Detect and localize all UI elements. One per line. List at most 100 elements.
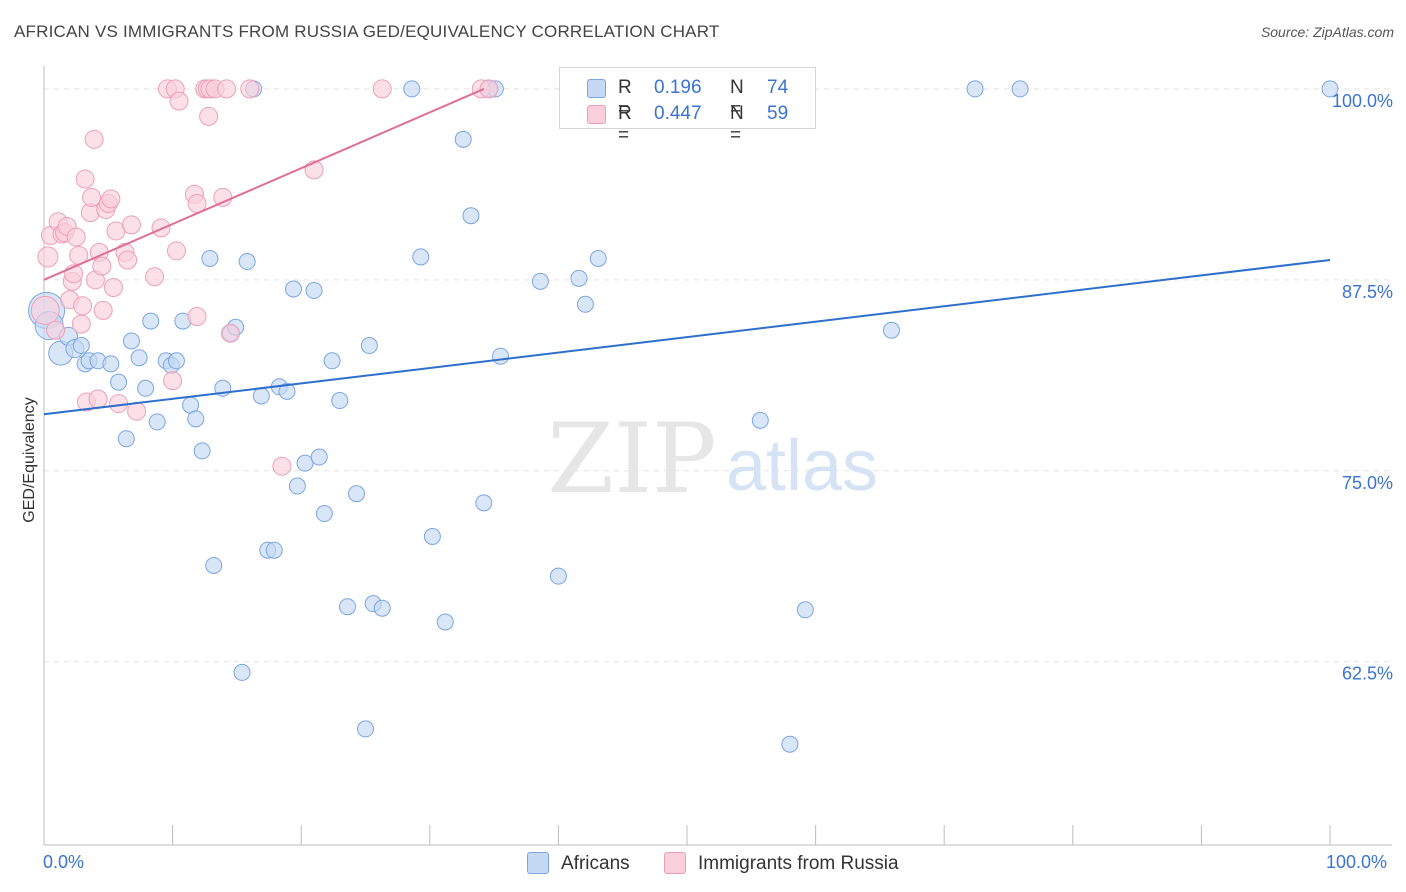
y-tick-labels: 100.0% 87.5% 75.0% 62.5% bbox=[1332, 91, 1393, 684]
africans-point bbox=[315, 505, 333, 523]
series-russia bbox=[30, 79, 499, 476]
chart-title: AFRICAN VS IMMIGRANTS FROM RUSSIA GED/EQ… bbox=[14, 22, 720, 41]
africans-point bbox=[781, 735, 799, 753]
russia-point bbox=[199, 106, 219, 126]
africans-point bbox=[492, 347, 510, 365]
africans-point bbox=[137, 379, 155, 397]
africans-point bbox=[475, 494, 493, 512]
africans-point bbox=[436, 613, 454, 631]
africans-point bbox=[454, 130, 472, 148]
russia-r-label: R = bbox=[618, 103, 632, 146]
russia-point bbox=[145, 267, 165, 287]
y-tick-label: 100.0% bbox=[1332, 91, 1393, 111]
y-tick-label: 75.0% bbox=[1342, 473, 1393, 493]
africans-point bbox=[142, 312, 160, 330]
africans-point bbox=[187, 410, 205, 428]
africans-r-value: 0.196 bbox=[654, 77, 702, 98]
africans-n-label: N = bbox=[730, 77, 744, 120]
russia-point bbox=[82, 187, 102, 207]
source-credit: Source: ZipAtlas.com bbox=[1260, 24, 1394, 40]
africans-point bbox=[201, 249, 219, 267]
africans-point bbox=[205, 556, 223, 574]
y-tick-label: 62.5% bbox=[1342, 664, 1393, 684]
africans-point bbox=[403, 80, 421, 98]
africans-point bbox=[1011, 80, 1029, 98]
africans-point bbox=[238, 253, 256, 271]
africans-point bbox=[531, 272, 549, 290]
africans-point bbox=[296, 454, 314, 472]
y-tick-label: 87.5% bbox=[1342, 282, 1393, 302]
africans-point bbox=[423, 527, 441, 545]
russia-point bbox=[101, 189, 121, 209]
russia-point bbox=[84, 129, 104, 149]
russia-point bbox=[166, 241, 186, 261]
africans-point bbox=[338, 598, 356, 616]
russia-point bbox=[217, 79, 237, 99]
africans-point bbox=[882, 321, 900, 339]
africans-point bbox=[331, 392, 349, 410]
africans-point bbox=[966, 80, 984, 98]
africans-point bbox=[122, 332, 140, 350]
russia-point bbox=[92, 256, 112, 276]
africans-point bbox=[373, 599, 391, 617]
africans-point bbox=[252, 387, 270, 405]
africans-trend-line bbox=[43, 258, 1331, 416]
africans-point bbox=[148, 413, 166, 431]
africans-point bbox=[462, 207, 480, 225]
russia-n-value: 59 bbox=[767, 103, 789, 124]
russia-point bbox=[220, 323, 240, 343]
russia-point bbox=[73, 296, 93, 316]
africans-point bbox=[130, 349, 148, 367]
russia-point bbox=[71, 314, 91, 334]
africans-point bbox=[323, 352, 341, 370]
russia-point bbox=[37, 246, 59, 268]
africans-point bbox=[570, 269, 588, 287]
africans-point bbox=[233, 663, 251, 681]
russia-point bbox=[169, 91, 189, 111]
russia-point bbox=[30, 295, 60, 325]
watermark-zip: ZIP bbox=[547, 403, 716, 515]
russia-point bbox=[187, 307, 207, 327]
correlation-legend: R = 0.196 N = 74 R = 0.447 N = 59 bbox=[559, 67, 816, 146]
trend-lines bbox=[43, 87, 1331, 416]
africans-point bbox=[751, 411, 769, 429]
africans-point bbox=[110, 373, 128, 391]
russia-point bbox=[103, 277, 123, 297]
russia-point bbox=[163, 371, 183, 391]
russia-point bbox=[66, 227, 86, 247]
africans-point bbox=[72, 337, 90, 355]
watermark: ZIP atlas bbox=[547, 403, 878, 515]
watermark-atlas: atlas bbox=[726, 426, 878, 506]
africans-point bbox=[167, 352, 185, 370]
russia-point bbox=[88, 389, 108, 409]
africans-point bbox=[360, 337, 378, 355]
africans-point bbox=[796, 601, 814, 619]
africans-point bbox=[589, 249, 607, 267]
africans-point bbox=[357, 720, 374, 738]
africans-point bbox=[265, 541, 283, 559]
africans-point bbox=[288, 477, 306, 495]
gridlines bbox=[44, 88, 1392, 663]
x-tick-label-max: 100.0% bbox=[1326, 852, 1388, 872]
russia-trend-line bbox=[43, 87, 485, 281]
africans-point bbox=[193, 442, 211, 460]
russia-point bbox=[151, 218, 171, 238]
x-tick-label-min: 0.0% bbox=[43, 852, 85, 872]
russia-point bbox=[46, 320, 66, 340]
russia-point bbox=[118, 250, 138, 270]
africans-point bbox=[102, 355, 120, 373]
bottom-legend-africans-swatch bbox=[527, 852, 549, 874]
africans-point bbox=[305, 282, 323, 300]
africans-point bbox=[117, 430, 135, 448]
africans-point bbox=[347, 485, 365, 503]
russia-point bbox=[272, 456, 292, 476]
bottom-legend-russia-swatch bbox=[664, 852, 686, 874]
bottom-legend-russia-label: Immigrants from Russia bbox=[698, 853, 899, 874]
russia-point bbox=[213, 187, 233, 207]
africans-r-label: R = bbox=[618, 77, 632, 120]
axes bbox=[43, 66, 1392, 846]
russia-n-label: N = bbox=[730, 103, 744, 146]
africans-point bbox=[549, 567, 567, 585]
africans-n-value: 74 bbox=[767, 77, 789, 98]
